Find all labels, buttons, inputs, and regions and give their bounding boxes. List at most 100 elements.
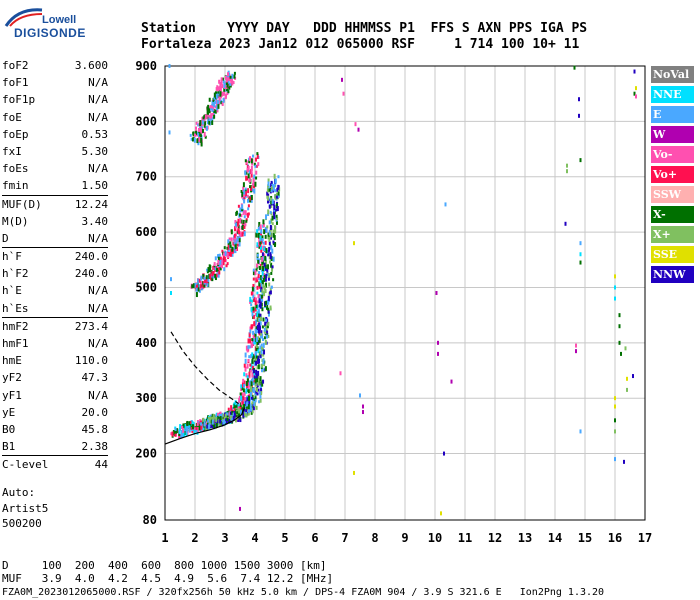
echo-point [228, 418, 231, 422]
echo-point [250, 324, 253, 330]
echo-point [222, 419, 225, 425]
echo-point [253, 400, 256, 406]
echo-point [229, 244, 232, 248]
echo-point [238, 397, 241, 403]
echo-point [263, 229, 266, 235]
echo-point [199, 120, 202, 126]
echo-point [244, 358, 247, 364]
echo-point [192, 422, 195, 427]
echo-point [195, 426, 198, 430]
echo-point [275, 195, 278, 199]
echo-point [200, 275, 203, 281]
echo-point [258, 284, 261, 289]
echo-point [633, 69, 636, 74]
echo-point [199, 283, 202, 288]
echo-point [264, 339, 267, 345]
echo-point [209, 424, 212, 428]
echo-point [270, 285, 273, 289]
echo-point [212, 274, 215, 279]
echo-point [252, 306, 255, 311]
echo-point [249, 329, 252, 334]
echo-point [218, 264, 221, 270]
echo-point [197, 278, 200, 284]
echo-point [237, 418, 240, 422]
echo-point [249, 296, 252, 302]
echo-point [195, 284, 198, 288]
echo-point [614, 274, 616, 279]
echo-point [252, 268, 255, 272]
echo-point [241, 204, 244, 210]
echo-point [255, 405, 258, 410]
echo-point [259, 234, 262, 240]
echo-point [211, 100, 214, 106]
echo-point [253, 398, 256, 402]
echo-point [263, 327, 266, 332]
echo-point [254, 300, 257, 306]
echo-point [243, 231, 246, 237]
echo-point [252, 389, 255, 393]
echo-point [623, 459, 625, 464]
echo-point [252, 341, 255, 345]
echo-point [252, 294, 255, 299]
echo-point [261, 359, 264, 363]
echo-point [228, 86, 231, 90]
echo-point [208, 419, 211, 425]
echo-point [267, 209, 270, 215]
echo-point [614, 457, 616, 462]
echo-point [268, 229, 271, 235]
echo-point [221, 249, 224, 253]
echo-point [256, 154, 259, 160]
echo-point [251, 401, 254, 405]
echo-point [259, 241, 262, 245]
echo-point [223, 267, 226, 272]
echo-point [221, 84, 224, 89]
echo-point [255, 268, 258, 272]
echo-point [359, 393, 361, 398]
param-row: C-level 44 [2, 455, 108, 473]
echo-point [255, 344, 258, 348]
echo-point [272, 200, 275, 206]
echo-point [247, 345, 250, 350]
echo-point [241, 393, 244, 397]
legend-item: NNE [651, 86, 694, 103]
param-name: h`Es [2, 301, 29, 315]
echo-point [208, 120, 211, 125]
digisonde-logo: Lowell DIGISONDE [2, 4, 85, 40]
echo-point [232, 415, 235, 421]
echo-point [211, 119, 214, 125]
echo-point [196, 422, 199, 427]
echo-point [273, 235, 276, 241]
echo-point [199, 127, 202, 133]
echo-point [270, 189, 273, 193]
echo-point [246, 348, 249, 353]
param-row: MUF(D) 12.24 [2, 194, 108, 213]
echo-point [233, 241, 236, 245]
echo-point [266, 318, 269, 324]
echo-point [214, 100, 217, 104]
echo-point [227, 90, 230, 94]
echo-point [614, 418, 616, 423]
echo-point [171, 431, 174, 437]
echo-point [267, 310, 270, 314]
echo-point [257, 294, 260, 299]
scaled-parameters-panel: foF2 3.600 foF1 N/A foF1p N/A foE N/A foEp 0.53 fx… [2, 57, 108, 474]
echo-point [262, 361, 265, 365]
echo-point [259, 278, 262, 284]
echo-point [263, 291, 266, 297]
echo-point [222, 80, 225, 84]
echo-point [262, 241, 265, 245]
echo-point [200, 425, 203, 430]
echo-point [252, 382, 255, 386]
echo-point [239, 217, 242, 223]
y-tick-label: 400 [135, 336, 157, 350]
echo-point [266, 332, 269, 336]
echo-point [239, 232, 242, 237]
echo-point [273, 214, 276, 220]
echo-point [208, 115, 211, 121]
echo-point [275, 220, 278, 225]
echo-point [243, 194, 246, 198]
echo-point [276, 206, 279, 212]
echo-point [269, 252, 272, 257]
echo-point [254, 341, 257, 345]
echo-point [268, 241, 271, 246]
